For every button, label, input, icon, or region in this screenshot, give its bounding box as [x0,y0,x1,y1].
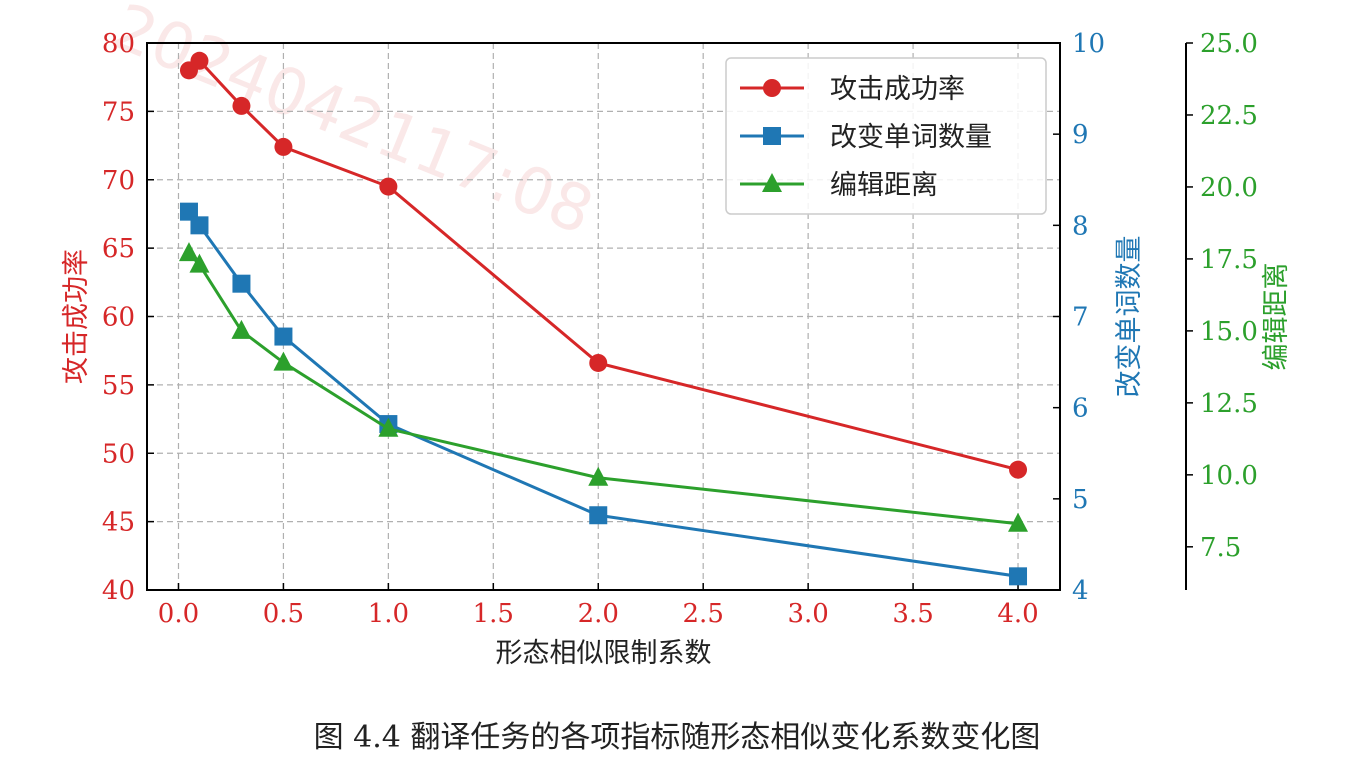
outer-right-y-tick-label: 17.5 [1200,245,1258,275]
right-y-tick-label: 8 [1072,211,1089,241]
data-point-left [379,177,398,196]
left-y-tick-label: 70 [102,166,135,196]
legend-box [725,57,1047,215]
data-point-right1 [589,506,608,525]
right-y-tick-label: 4 [1072,576,1089,606]
data-point-right1 [190,216,209,235]
line-chart: 0.0 0.5 1.0 1.5 2.0 2.5 3.0 3.5 4.0形态相似限制系数40455… [61,29,1292,669]
left-y-tick-label: 40 [102,576,135,606]
left-y-axis-label: 攻击成功率 [61,249,92,384]
x-tick-label: 2.0 [578,599,619,629]
outer-right-y-tick-label: 25.0 [1200,29,1258,59]
data-point-right2 [178,242,199,262]
data-point-right1 [274,327,293,346]
legend-label: 编辑距离 [830,170,938,201]
right-y-tick-label: 7 [1072,303,1089,333]
x-axis-label: 形态相似限制系数 [496,638,712,669]
data-point-left [190,51,209,70]
right-y-tick-label: 6 [1072,394,1089,424]
legend-marker [762,173,782,192]
legend-marker [763,127,781,145]
x-tick-label: 1.0 [368,599,409,629]
data-point-right2 [378,417,399,437]
legend-label: 攻击成功率 [830,74,965,105]
left-y-tick-label: 50 [102,439,135,469]
x-tick-label: 3.0 [787,599,828,629]
outer-right-y-tick-label: 10.0 [1200,461,1258,491]
x-tick-label: 0.5 [263,599,304,629]
left-y-tick-label: 55 [102,371,135,401]
data-point-right2 [189,253,210,273]
outer-right-y-tick-label: 15.0 [1200,317,1258,347]
data-point-right1 [179,202,198,221]
outer-right-y-tick-label: 12.5 [1200,389,1258,419]
data-point-left [232,96,251,115]
data-point-left [1009,460,1028,479]
x-tick-label: 2.5 [683,599,724,629]
x-tick-label: 3.5 [892,599,933,629]
data-point-right2 [1008,512,1029,532]
x-tick-label: 1.5 [473,599,514,629]
legend-label: 改变单词数量 [830,122,992,153]
left-y-tick-label: 75 [102,97,135,127]
data-point-right1 [232,274,251,293]
outer-right-y-tick-label: 20.0 [1200,173,1258,203]
figure-caption: 图 4.4 翻译任务的各项指标随形态相似变化系数变化图 [313,720,1041,755]
right-y-tick-label: 10 [1072,29,1105,59]
data-point-right2 [231,319,252,339]
right-y-axis-label: 改变单词数量 [1114,236,1145,398]
left-y-tick-label: 45 [102,508,135,538]
left-y-tick-label: 80 [102,29,135,59]
right-y-tick-label: 9 [1072,120,1089,150]
right-y-tick-label: 5 [1072,485,1089,515]
x-tick-label: 0.0 [158,599,199,629]
data-point-right2 [273,351,294,371]
outer-right-y-axis-label: 编辑距离 [1261,263,1292,371]
outer-right-y-tick-label: 7.5 [1200,533,1241,563]
outer-right-y-tick-label: 22.5 [1200,101,1258,131]
left-y-tick-label: 60 [102,303,135,333]
data-point-right2 [588,466,609,486]
data-point-left [274,137,293,156]
legend-marker [763,79,781,97]
data-point-right1 [1009,567,1028,586]
data-point-left [589,353,608,372]
x-tick-label: 4.0 [997,599,1038,629]
left-y-tick-label: 65 [102,234,135,264]
